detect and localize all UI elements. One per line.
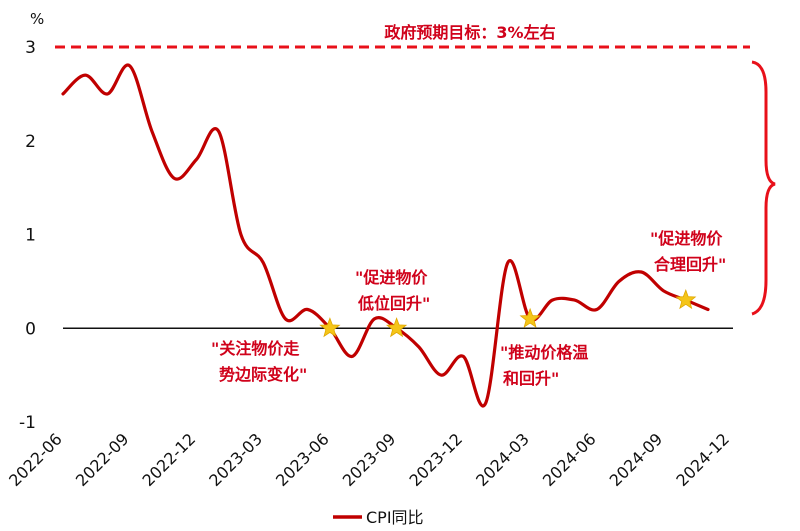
y-tick-label: 2 xyxy=(25,132,36,152)
x-tick-label: 2023-12 xyxy=(405,429,466,490)
annotation-3: "推动价格温 和回升" xyxy=(500,343,594,388)
annotation-4-line-2: 合理回升" xyxy=(654,255,726,274)
range-brace xyxy=(751,60,776,316)
y-tick-label: 1 xyxy=(25,226,36,246)
x-tick-label: 2022-09 xyxy=(72,429,133,490)
star-marker xyxy=(675,288,697,310)
stars-group xyxy=(319,288,697,338)
legend-label: CPI同比 xyxy=(366,508,424,527)
x-tick-label: 2023-06 xyxy=(272,429,333,490)
y-tick-label: 0 xyxy=(25,319,36,339)
y-axis-ticks: -1 0 1 2 3 xyxy=(19,38,36,433)
x-tick-label: 2024-12 xyxy=(672,429,733,490)
annotation-1: "关注物价走 势边际变化" xyxy=(211,339,307,384)
x-tick-label: 2023-03 xyxy=(205,429,266,490)
star-marker xyxy=(519,307,541,328)
annotation-2-line-1: "促进物价 xyxy=(355,268,428,287)
x-axis-ticks: 2022-06 2022-09 2022-12 2023-03 2023-06 2023-… xyxy=(5,429,733,490)
annotation-2-line-2: 低位回升" xyxy=(357,294,430,313)
y-tick-label: -1 xyxy=(19,413,36,433)
x-tick-label: 2024-09 xyxy=(606,429,667,490)
annotation-3-line-2: 和回升" xyxy=(503,369,559,388)
annotation-1-line-2: 势边际变化" xyxy=(219,365,307,384)
x-tick-label: 2023-09 xyxy=(339,429,400,490)
x-tick-label: 2024-06 xyxy=(539,429,600,490)
star-marker xyxy=(385,317,408,338)
annotation-3-line-1: "推动价格温 xyxy=(500,343,588,362)
x-tick-label: 2022-12 xyxy=(139,429,200,490)
star-marker xyxy=(319,317,341,338)
x-tick-label: 2024-03 xyxy=(472,429,533,490)
annotation-2: "促进物价 低位回升" xyxy=(355,268,433,313)
annotation-4: "促进物价 合理回升" xyxy=(650,229,728,274)
target-label: 政府预期目标：3%左右 xyxy=(384,23,555,42)
y-unit-label: % xyxy=(30,10,44,28)
x-tick-label: 2022-06 xyxy=(5,429,66,490)
series-line-cpi xyxy=(61,63,710,408)
annotation-1-line-1: "关注物价走 xyxy=(211,339,299,358)
annotation-4-line-1: "促进物价 xyxy=(650,229,723,248)
y-tick-label: 3 xyxy=(25,38,36,58)
